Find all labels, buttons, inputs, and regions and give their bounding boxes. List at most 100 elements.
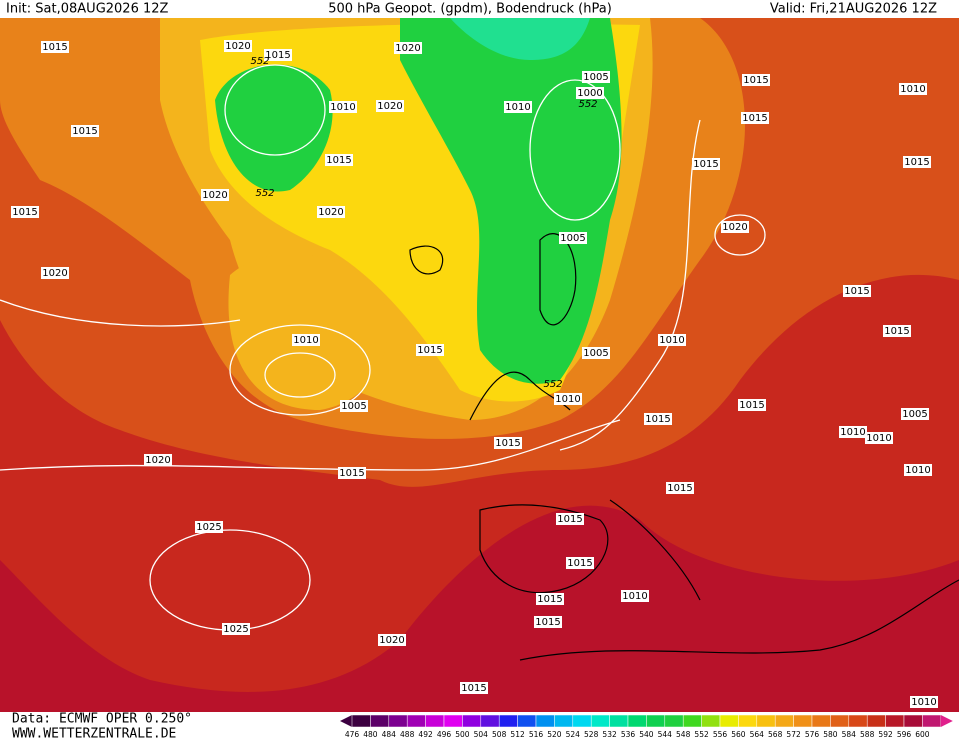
- isobar-label: 552: [255, 188, 274, 199]
- isobar-label: 1015: [884, 326, 909, 337]
- colorbar-label: 588: [860, 730, 875, 739]
- isobar-label: 1010: [840, 427, 865, 438]
- colorbar-label: 552: [694, 730, 709, 739]
- colorbar-cell: [793, 714, 813, 728]
- label-box: [883, 325, 911, 337]
- label-box: [666, 482, 694, 494]
- label-box: [292, 334, 320, 346]
- label-box: [899, 83, 927, 95]
- colorbar-cell: [756, 714, 776, 728]
- label-box: [378, 634, 406, 646]
- label-box: [738, 399, 766, 411]
- colorbar-cell: [848, 714, 868, 728]
- field: [0, 18, 959, 712]
- colorbar-arrow-left: [340, 715, 352, 727]
- label-box: [416, 344, 444, 356]
- label-box: [576, 87, 604, 99]
- label-box: [325, 154, 353, 166]
- colorbar-label: 524: [566, 730, 581, 739]
- isobar-label: 1010: [900, 84, 925, 95]
- label-box: [536, 593, 564, 605]
- colorbar-label: 540: [639, 730, 654, 739]
- label-box: [201, 189, 229, 201]
- header-bar: [0, 0, 959, 18]
- isobar-label: 1015: [844, 286, 869, 297]
- colorbar-cell: [554, 714, 574, 728]
- label-box: [554, 393, 582, 405]
- isobar-label: 1010: [330, 102, 355, 113]
- label-box: [222, 623, 250, 635]
- colorbar-label: 516: [529, 730, 544, 739]
- colorbar-cell: [866, 714, 886, 728]
- isobar-label: 1015: [12, 207, 37, 218]
- label-box: [582, 71, 610, 83]
- colorbar-label: 488: [400, 730, 415, 739]
- label-box: [904, 464, 932, 476]
- label-box: [621, 590, 649, 602]
- colorbar-label: 480: [363, 730, 378, 739]
- label-box: [71, 125, 99, 137]
- init-time: Init: Sat,08AUG2026 12Z: [6, 2, 169, 17]
- label-box: [839, 426, 867, 438]
- colorbar-cell: [903, 714, 923, 728]
- site-name: WWW.WETTERZENTRALE.DE: [12, 727, 176, 741]
- colorbar-cell: [535, 714, 555, 728]
- isobar-label: 1015: [42, 42, 67, 53]
- isobar-label: 1015: [667, 483, 692, 494]
- label-box: [901, 408, 929, 420]
- colorbar-cell: [774, 714, 794, 728]
- isobar-label: 1020: [145, 455, 170, 466]
- isobar-label: 1020: [722, 222, 747, 233]
- colorbar-label: 512: [510, 730, 525, 739]
- isobar-label: 1015: [739, 400, 764, 411]
- label-box: [41, 267, 69, 279]
- isobar-label: 1015: [645, 414, 670, 425]
- colorbar-label: 532: [602, 730, 617, 739]
- isobar-label: 1015: [339, 468, 364, 479]
- colorbar-label: 548: [676, 730, 691, 739]
- label-box: [264, 49, 292, 61]
- colorbar-label: 580: [823, 730, 838, 739]
- colorbar-label: 476: [345, 730, 360, 739]
- colorbar-label: 500: [455, 730, 470, 739]
- isobar-label: 1015: [461, 683, 486, 694]
- isobar-label: 1020: [395, 43, 420, 54]
- label-box: [317, 206, 345, 218]
- label-box: [843, 285, 871, 297]
- isobar-label: 1020: [225, 41, 250, 52]
- label-box: [340, 400, 368, 412]
- colorbar-label: 568: [768, 730, 783, 739]
- isobar-label: 1005: [583, 72, 608, 83]
- colorbar-cell: [370, 714, 390, 728]
- colorbar-cell: [388, 714, 408, 728]
- isobar-label: 1020: [318, 207, 343, 218]
- label-box: [556, 513, 584, 525]
- isobar-label: 1010: [555, 394, 580, 405]
- isobar-label: 1015: [567, 558, 592, 569]
- colorbar-cell: [719, 714, 739, 728]
- label-box: [376, 100, 404, 112]
- isobar-label: 1020: [42, 268, 67, 279]
- isobar-label: 1015: [557, 514, 582, 525]
- isobar-label: 1025: [196, 522, 221, 533]
- label-box: [338, 467, 366, 479]
- colorbar-label: 560: [731, 730, 746, 739]
- colorbar-label: 556: [713, 730, 728, 739]
- colorbar-label: 492: [418, 730, 433, 739]
- colorbar-cell: [572, 714, 592, 728]
- colorbar-cell: [351, 714, 371, 728]
- coastlines: [409, 233, 959, 661]
- isobar-label: 1015: [904, 157, 929, 168]
- colorbar-cell: [738, 714, 758, 728]
- isobar-label: 1015: [537, 594, 562, 605]
- isobar-label: 552: [578, 99, 597, 110]
- isobar-label: 1015: [265, 50, 290, 61]
- isobar-label: 1010: [505, 102, 530, 113]
- label-box: [692, 158, 720, 170]
- colorbar-cell: [627, 714, 647, 728]
- colorbar: 476 480 484 488 492 496 500 504 508 512 516 520 524 5…: [340, 714, 953, 739]
- label-box: [559, 232, 587, 244]
- isobar-label: 1015: [743, 75, 768, 86]
- colorbar-label: 600: [915, 730, 930, 739]
